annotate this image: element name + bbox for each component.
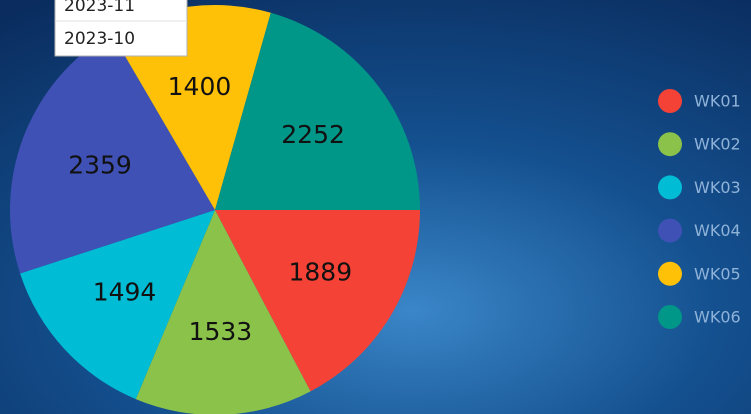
legend-label: WK03	[694, 178, 741, 197]
slice-label: 2359	[68, 150, 132, 179]
legend-label: WK01	[694, 92, 741, 111]
pie-slice	[10, 33, 216, 274]
pie-slice	[135, 210, 311, 414]
pie-slice	[215, 210, 420, 392]
legend: WK01 WK02 WK03 WK04 WK05 WK06	[658, 89, 741, 329]
slice-label: 1533	[189, 317, 253, 346]
legend-label: WK05	[694, 264, 741, 283]
pie-chart: 1889 1533 1494 2359 1400 2252	[10, 5, 420, 414]
dropdown-option[interactable]: 2023-10	[64, 29, 135, 49]
dropdown[interactable]: 2023-11 2023-10	[54, 0, 188, 57]
slice-label: 2252	[281, 120, 345, 149]
legend-swatch	[658, 132, 682, 157]
dropdown-option[interactable]: 2023-11	[64, 0, 135, 16]
pie-slice	[20, 210, 215, 400]
legend-swatch	[658, 89, 682, 113]
legend-swatch	[658, 305, 682, 329]
legend-label: WK04	[694, 221, 741, 240]
dropdown-box	[54, 0, 188, 57]
legend-swatch	[658, 218, 682, 243]
legend-swatch	[658, 175, 682, 200]
legend-label: WK02	[694, 135, 741, 154]
slice-label: 1400	[168, 72, 232, 101]
legend-swatch	[658, 261, 682, 286]
pie-slice	[215, 12, 420, 211]
legend-label: WK06	[694, 308, 741, 327]
slice-label: 1494	[93, 277, 157, 306]
slice-label: 1889	[288, 258, 352, 287]
